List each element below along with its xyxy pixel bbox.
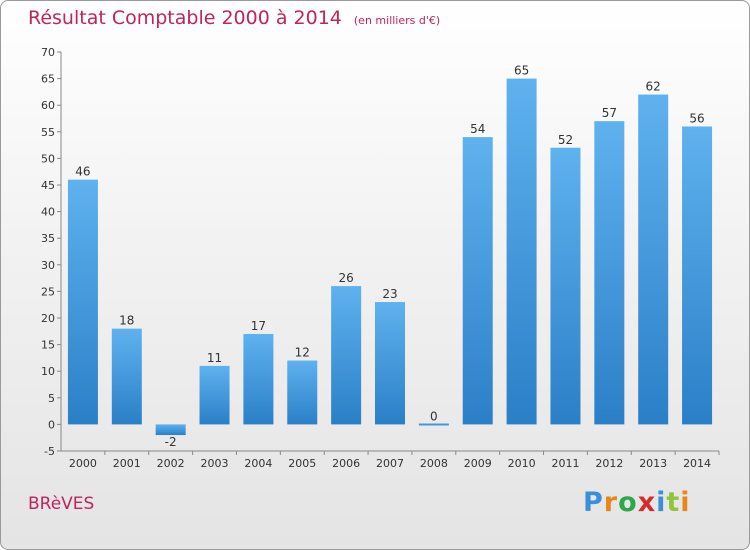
y-tick-label: -5 (44, 445, 55, 458)
x-tick-label: 2005 (288, 457, 316, 470)
x-tick-label: 2002 (157, 457, 185, 470)
value-label-2013: 62 (646, 80, 661, 94)
y-tick-label: 45 (41, 179, 55, 192)
chart-title: Résultat Comptable 2000 à 2014 (28, 7, 342, 29)
bar-2011 (550, 147, 581, 425)
title-row: Résultat Comptable 2000 à 2014 (en milli… (28, 7, 440, 29)
value-label-2009: 54 (470, 122, 485, 136)
bars (67, 78, 713, 436)
bar-2012 (594, 121, 625, 425)
y-tick-label: 15 (41, 339, 55, 352)
bar-2013 (638, 94, 669, 425)
value-label-2008: 0 (430, 409, 438, 423)
bar-2005 (287, 360, 318, 425)
bar-2007 (375, 302, 405, 425)
bar-2001 (111, 328, 142, 425)
bar-2006 (331, 286, 362, 425)
x-tick-label: 2007 (376, 457, 404, 470)
y-tick-label: 10 (41, 365, 55, 378)
x-tick-label: 2004 (244, 457, 272, 470)
axes: -5 0 5 10 15 20 25 30 35 40 45 50 55 60 65 70 2000 2001 20… (41, 46, 720, 470)
x-tick-label: 2006 (332, 457, 360, 470)
value-label-2011: 52 (558, 133, 573, 147)
x-tick-label: 2013 (639, 457, 667, 470)
x-tick-label: 2009 (464, 457, 492, 470)
brand-logo: Proxiti (583, 487, 691, 518)
value-label-2001: 18 (119, 314, 134, 328)
city-name: BRèVES (28, 494, 95, 514)
chart-unit: (en milliers d'€) (353, 14, 441, 27)
bar-2000 (67, 179, 98, 425)
bar-2008 (418, 423, 449, 426)
y-tick-label: 70 (41, 46, 55, 59)
value-label-2005: 12 (295, 346, 310, 360)
x-tick-label: 2012 (595, 457, 623, 470)
x-tick-label: 2011 (551, 457, 579, 470)
x-tick-label: 2003 (201, 457, 229, 470)
x-tick-label: 2001 (113, 457, 141, 470)
x-tick-label: 2014 (683, 457, 711, 470)
bar-2009 (462, 137, 493, 425)
y-tick-label: 65 (41, 73, 55, 86)
y-tick-label: 50 (41, 152, 55, 165)
value-label-2014: 56 (689, 111, 704, 125)
y-tick-label: 40 (41, 206, 55, 219)
bar-2004 (243, 333, 274, 425)
y-tick-label: 35 (41, 232, 55, 245)
x-tick-label: 2008 (420, 457, 448, 470)
value-label-2012: 57 (602, 106, 617, 120)
brand-letter: x (637, 487, 657, 518)
brand-letter: t (666, 487, 681, 518)
value-labels: 46 18 -2 11 17 12 26 23 0 54 65 52 57 62 56 (75, 64, 704, 449)
bar-2003 (199, 365, 230, 425)
y-tick-label: 30 (41, 259, 55, 272)
brand-letter: o (618, 487, 638, 518)
value-label-2003: 11 (207, 351, 222, 365)
bar-2014 (682, 126, 713, 425)
brand-letter: i (680, 487, 691, 518)
bar-2002 (155, 424, 186, 436)
y-tick-label: 25 (41, 285, 55, 298)
y-tick-label: 20 (41, 312, 55, 325)
value-label-2004: 17 (251, 319, 266, 333)
brand-letter: P (583, 487, 604, 518)
value-label-2007: 23 (382, 287, 397, 301)
brand-letter: i (656, 487, 667, 518)
value-label-2000: 46 (75, 165, 90, 179)
y-tick-label: 60 (41, 99, 55, 112)
x-tick-label: 2000 (69, 457, 97, 470)
bar-2010 (506, 78, 537, 425)
y-tick-label: 5 (48, 392, 55, 405)
value-label-2002: -2 (165, 435, 177, 449)
y-tick-label: 55 (41, 126, 55, 139)
y-tick-label: 0 (48, 418, 55, 431)
brand-letter: r (603, 487, 619, 518)
value-label-2010: 65 (514, 64, 529, 78)
value-label-2006: 26 (338, 271, 353, 285)
x-tick-label: 2010 (508, 457, 536, 470)
